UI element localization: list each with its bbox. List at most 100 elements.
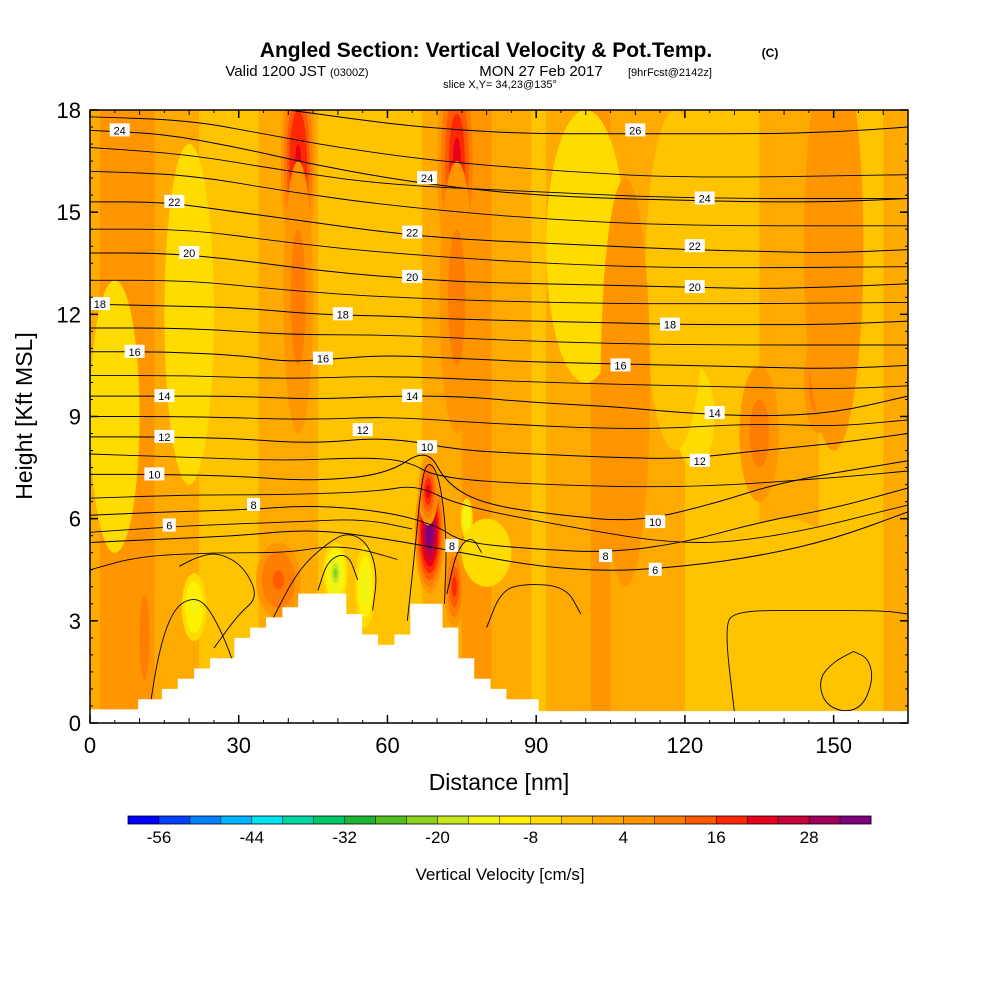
theta-contour-line — [90, 279, 908, 305]
theta-label-box — [684, 239, 705, 253]
theta-contour-line — [90, 546, 398, 571]
theta-label-box — [162, 518, 176, 532]
theta-label-box — [689, 453, 710, 467]
colorbar-swatch — [375, 816, 407, 824]
theta-label: 18 — [332, 307, 353, 321]
field-column — [541, 110, 547, 723]
theta-label-box — [164, 194, 185, 208]
theta-contour-18 — [90, 303, 908, 326]
field-column — [486, 110, 493, 723]
theta-label: 20 — [179, 246, 200, 260]
theta-label-box — [154, 389, 175, 403]
field-column — [595, 110, 602, 723]
theta-label-text: 24 — [421, 173, 433, 185]
theta-contour-line — [90, 519, 413, 533]
theta-contour-10 — [90, 454, 908, 521]
y-tick-label: 3 — [69, 609, 81, 634]
field-column — [441, 110, 448, 723]
theta-label-text: 20 — [183, 248, 195, 260]
field-column — [560, 110, 567, 723]
x-tick-label: 0 — [84, 733, 96, 758]
field-column — [551, 110, 557, 723]
field-column — [853, 110, 860, 723]
velocity-contour-line — [486, 584, 582, 628]
theta-label-text: 14 — [158, 391, 170, 403]
theta-label-text: 8 — [449, 541, 455, 553]
terrain-mask — [90, 593, 908, 723]
field-column — [412, 110, 418, 723]
y-tick-label: 18 — [57, 98, 81, 123]
theta-label: 22 — [684, 239, 705, 253]
updraft-core — [427, 525, 432, 540]
field-column — [779, 110, 785, 723]
field-column — [793, 110, 800, 723]
theta-label-box — [124, 344, 145, 358]
theta-label-box — [417, 171, 438, 185]
field-column — [228, 110, 235, 723]
theta-label-box — [313, 351, 333, 365]
y-tick-label: 9 — [69, 405, 81, 430]
colorbar-swatch — [313, 816, 346, 824]
colorbar-swatch — [685, 816, 717, 824]
field-column — [873, 110, 879, 723]
colorbar-swatch — [282, 816, 315, 824]
theta-label: 10 — [417, 440, 438, 454]
theta-label-text: 18 — [94, 299, 106, 311]
field-column — [546, 110, 552, 723]
velocity-contour-line — [726, 610, 908, 713]
theta-contour-12 — [90, 433, 908, 459]
colorbar-swatch — [158, 816, 191, 824]
valid-time: Valid 1200 JST — [225, 63, 326, 80]
updraft-core — [613, 280, 638, 485]
field-column — [278, 110, 284, 723]
field-column — [526, 110, 532, 723]
field-column — [466, 110, 473, 723]
field-column — [556, 110, 562, 723]
field-column — [218, 110, 225, 723]
colorbar-label: Vertical Velocity [cm/s] — [415, 865, 584, 884]
theta-label-box — [648, 562, 662, 576]
velocity-contour-line — [446, 539, 482, 594]
colorbar-tick-label: -8 — [523, 828, 538, 847]
field-column — [798, 110, 805, 723]
theta-label-text: 16 — [128, 347, 140, 359]
field-column — [268, 110, 275, 723]
theta-label: 18 — [90, 297, 110, 311]
field-column — [724, 110, 731, 723]
theta-label-text: 22 — [689, 241, 701, 253]
field-column — [729, 110, 736, 723]
field-column — [580, 110, 587, 723]
theta-label-box — [247, 498, 261, 511]
field-column — [407, 110, 413, 723]
theta-label-box — [704, 406, 725, 420]
forecast-info: [9hrFcst@2142z] — [628, 67, 712, 79]
colorbar-tick-label: -44 — [240, 828, 265, 847]
terrain — [90, 593, 908, 723]
field-column — [590, 110, 597, 723]
theta-label-box — [417, 440, 438, 454]
downdraft-core — [191, 598, 198, 616]
field-column — [273, 110, 279, 723]
updraft-core — [448, 229, 466, 366]
theta-contour-line — [90, 327, 908, 346]
colorbar-swatch — [809, 816, 841, 824]
theta-contour-line — [90, 453, 908, 488]
theta-label-text: 6 — [166, 521, 172, 533]
theta-label: 20 — [684, 280, 705, 294]
field-column — [332, 110, 339, 723]
field-column — [481, 110, 488, 723]
field-column — [367, 110, 374, 723]
field-column — [506, 110, 512, 723]
chart-title: Angled Section: Vertical Velocity & Pot.… — [260, 39, 712, 62]
theta-label-box — [694, 191, 715, 205]
theta-label: 18 — [660, 317, 680, 332]
colorbar-tick-label: -56 — [147, 828, 172, 847]
field-column — [883, 110, 889, 723]
theta-label: 24 — [694, 191, 715, 206]
y-tick-label: 6 — [69, 507, 81, 532]
field-column — [531, 110, 537, 723]
theta-label: 8 — [599, 549, 613, 563]
theta-label-text: 10 — [421, 442, 433, 454]
theta-label-text: 18 — [337, 309, 349, 321]
field-column — [303, 110, 309, 723]
